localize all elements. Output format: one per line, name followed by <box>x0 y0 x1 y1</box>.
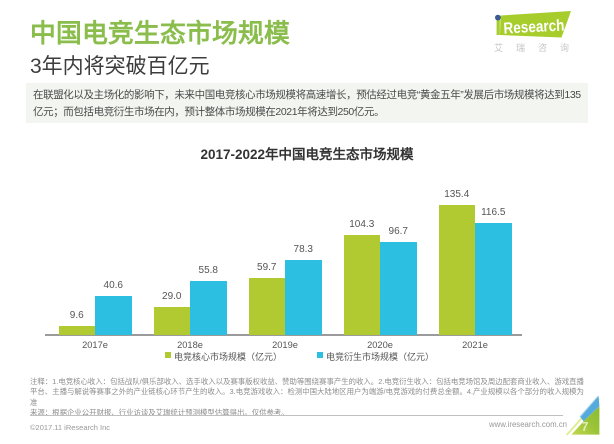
svg-text:7: 7 <box>581 419 588 434</box>
svg-text:Research: Research <box>503 17 565 37</box>
